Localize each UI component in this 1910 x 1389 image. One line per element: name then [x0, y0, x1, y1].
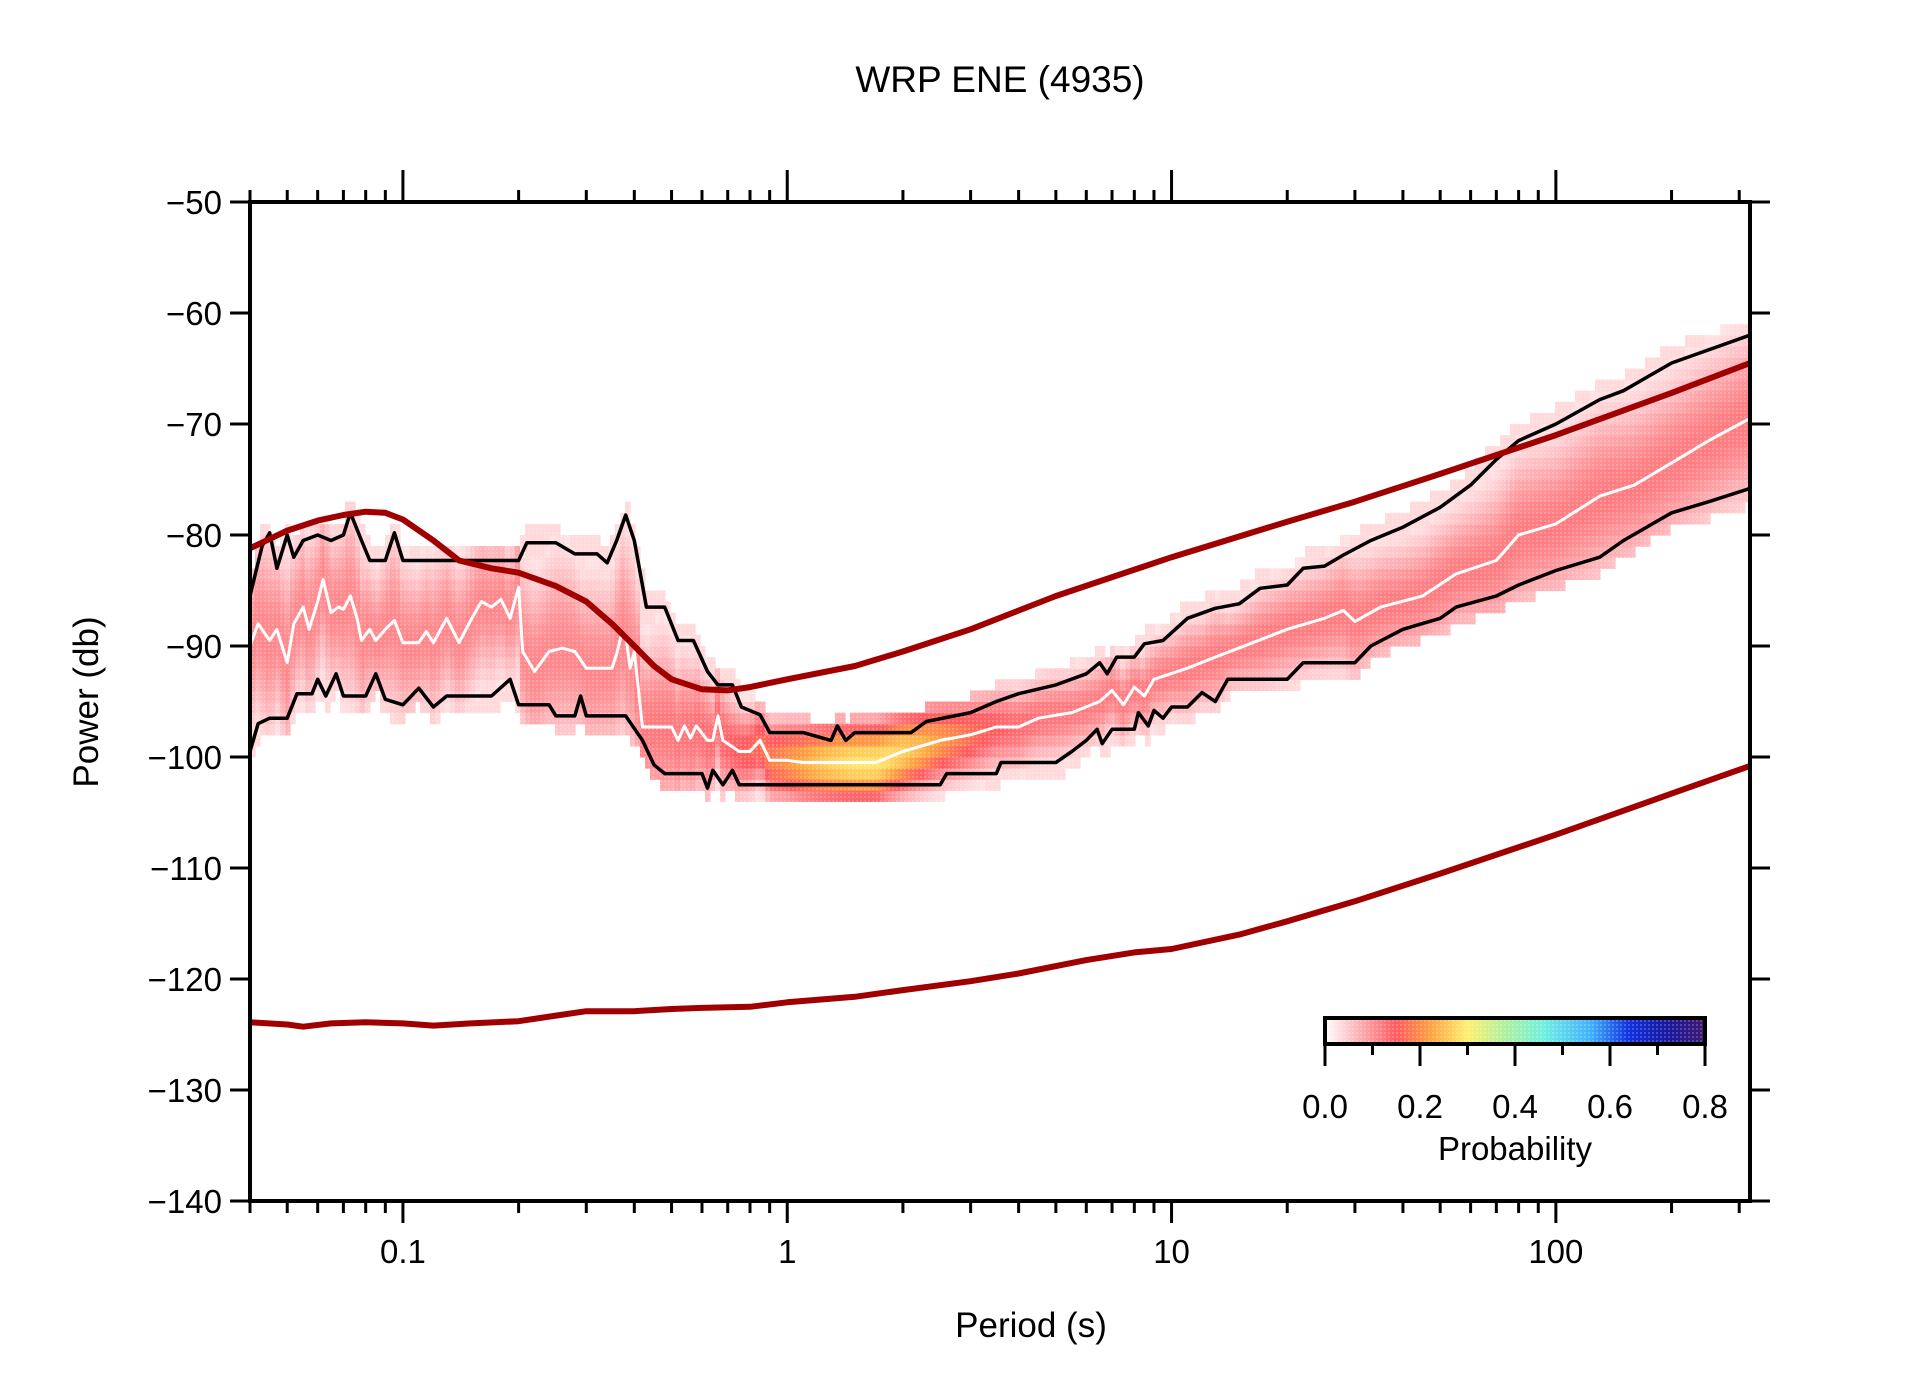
plot-frame: [248, 200, 1752, 1203]
colorbar-tick-label: 0.0: [1302, 1088, 1348, 1125]
x-tick-label: 10: [1153, 1233, 1190, 1270]
series-line-nhnm: [250, 360, 1750, 694]
plot-area: [250, 202, 1750, 1201]
series-line-mode: [250, 417, 1750, 764]
axes: −50 −60 −70 −80 −90 −100 −110 −120 −130 −140 0.1 1 1…: [148, 170, 1770, 1270]
x-axis-label: Period (s): [955, 1306, 1107, 1345]
colorbar-tick-label: 0.4: [1492, 1088, 1538, 1125]
colorbar-label: Probability: [1438, 1130, 1593, 1167]
y-tick-label: −70: [166, 406, 222, 443]
x-tick-label: 100: [1528, 1233, 1583, 1270]
series-line-min: [250, 486, 1750, 790]
y-axis-label: Power (db): [67, 616, 106, 787]
colorbar: 0.0 0.2 0.4 0.6 0.8 Probability: [1302, 1016, 1728, 1167]
y-tick-label: −80: [166, 517, 222, 554]
y-tick-label: −130: [148, 1072, 222, 1109]
colorbar-tick-label: 0.6: [1587, 1088, 1633, 1125]
y-tick-label: −50: [166, 184, 222, 221]
y-tick-label: −90: [166, 628, 222, 665]
series-layer: [250, 333, 1750, 1030]
colorbar-tick-label: 0.2: [1397, 1088, 1443, 1125]
series-line-max: [250, 333, 1750, 743]
y-tick-label: −100: [148, 739, 222, 776]
colorbar-ticks: 0.0 0.2 0.4 0.6 0.8: [1302, 1044, 1728, 1125]
series-line-nlnm: [250, 762, 1750, 1030]
y-tick-label: −140: [148, 1183, 222, 1220]
y-tick-label: −120: [148, 961, 222, 998]
y-tick-label: −60: [166, 295, 222, 332]
colorbar-tick-label: 0.8: [1682, 1088, 1728, 1125]
chart-title: WRP ENE (4935): [855, 59, 1144, 100]
x-tick-label: 1: [778, 1233, 796, 1270]
y-tick-label: −110: [150, 850, 222, 887]
x-tick-label: 0.1: [380, 1233, 426, 1270]
colorbar-texture: [1327, 1020, 1703, 1042]
